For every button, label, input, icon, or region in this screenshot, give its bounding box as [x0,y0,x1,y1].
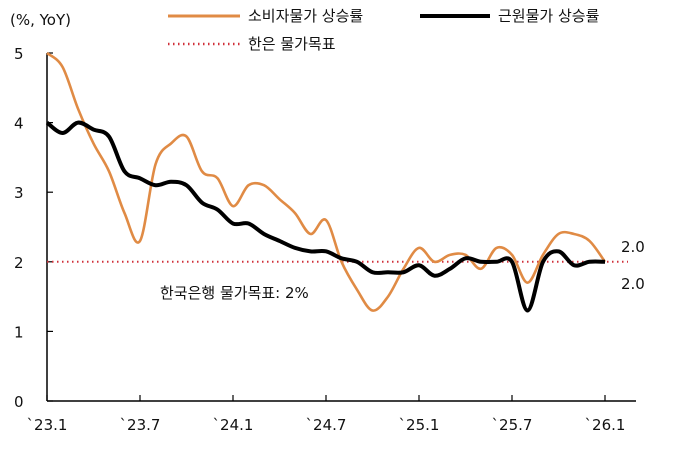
legend-label-target: 한은 물가목표 [248,35,336,53]
legend: 소비자물가 상승률 근원물가 상승률 한은 물가목표 [168,7,600,53]
x-tick-label: `24.7 [306,416,347,434]
y-axis-label: (%, YoY) [10,11,71,29]
core-line [45,120,606,313]
x-tick-label: `26.1 [585,416,626,434]
y-tick-label: 5 [14,45,24,63]
x-tick-label: `23.1 [27,416,68,434]
x-tick-label: `24.1 [213,416,254,434]
plot-area [45,51,628,313]
end-label-cpi: 2.0 [621,238,645,256]
axes: 0 1 2 3 4 5 `23.1 `23.7 `24.1 `24.7 `25.1 `25.7 `26.… [14,45,636,434]
x-tick-label: `25.1 [399,416,440,434]
target-annotation: 한국은행 물가목표: 2% [160,284,309,302]
legend-label-core: 근원물가 상승률 [498,7,600,25]
x-tick-label: `25.7 [492,416,533,434]
y-tick-label: 1 [14,323,24,341]
y-tick-label: 4 [14,115,24,133]
y-tick-label: 3 [14,184,24,202]
x-tick-label: `23.7 [120,416,161,434]
y-tick-label: 0 [14,393,24,411]
end-label-core: 2.0 [621,275,645,293]
legend-label-cpi: 소비자물가 상승률 [248,7,363,25]
y-tick-label: 2 [14,254,24,272]
cpi-line [46,51,607,312]
